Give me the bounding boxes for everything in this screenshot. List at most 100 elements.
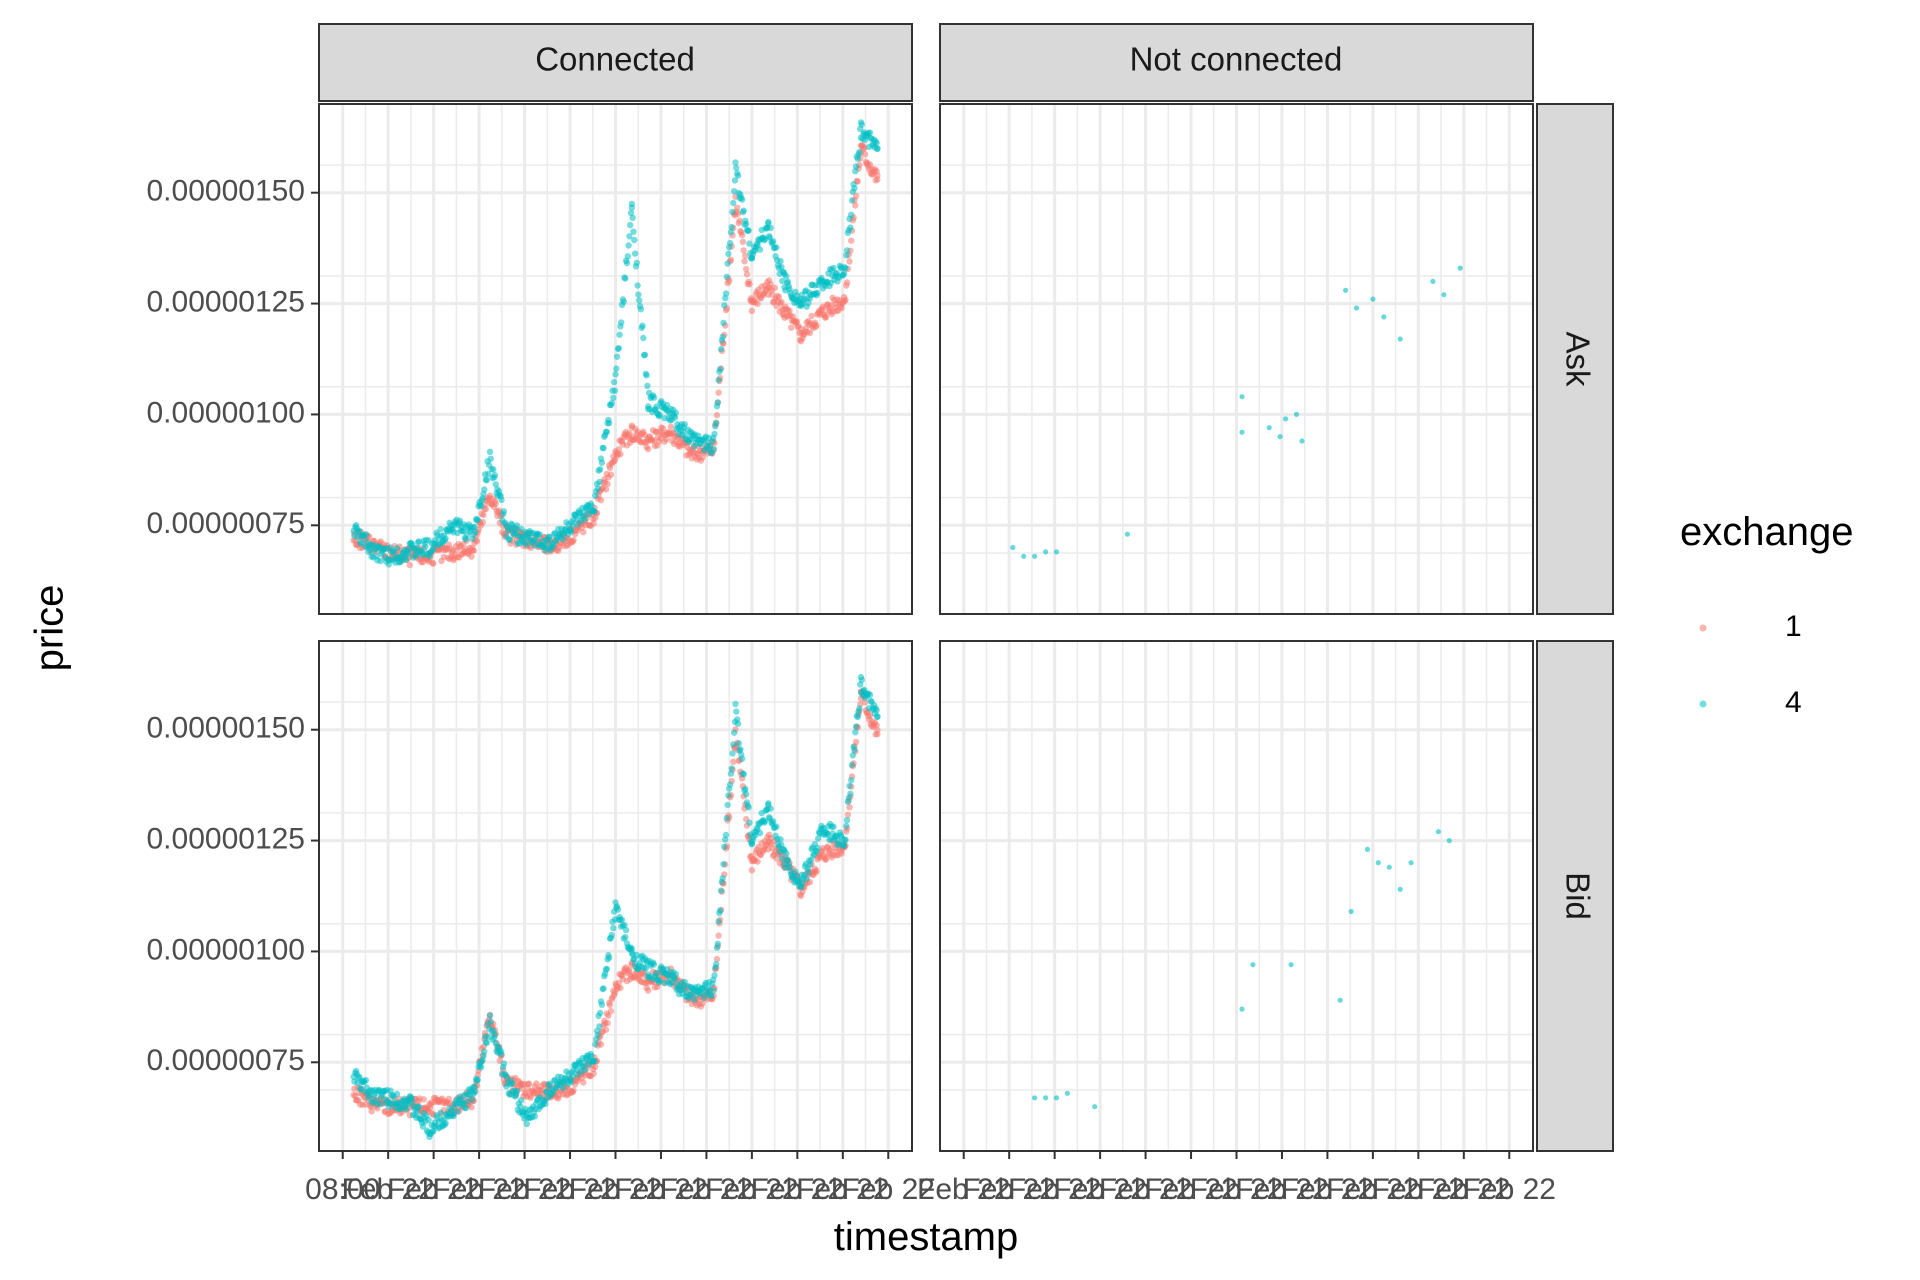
data-point (617, 450, 624, 458)
data-point (623, 259, 631, 267)
data-point (775, 293, 783, 300)
data-point (815, 835, 822, 842)
x-tick-label: Feb 22 (1008, 1173, 1101, 1206)
data-point (778, 298, 785, 306)
data-point (581, 1066, 589, 1074)
data-point (600, 444, 607, 452)
panel-grid (940, 641, 1533, 1151)
data-point (714, 399, 721, 406)
data-point (581, 516, 589, 523)
x-tick-label: 08:00 (305, 1173, 380, 1206)
data-point (843, 822, 850, 830)
data-point (848, 777, 855, 784)
data-point (594, 1031, 601, 1039)
x-tick-label: Feb 22 (1372, 1173, 1465, 1206)
data-point (1283, 416, 1289, 422)
data-point (777, 258, 784, 265)
data-point (656, 977, 663, 984)
data-point (848, 211, 855, 218)
x-tick-label: Feb 22 (1417, 1173, 1510, 1206)
y-tick-label: 0.00000075 (147, 507, 306, 540)
data-point (1397, 886, 1403, 892)
data-point (368, 1108, 375, 1115)
data-point (634, 282, 641, 289)
data-point (733, 164, 740, 172)
data-point (731, 177, 739, 184)
data-point (570, 1087, 577, 1094)
data-point (717, 365, 724, 373)
x-tick-label: Feb 22 (1099, 1173, 1192, 1206)
data-point (627, 221, 634, 229)
series-4-points (350, 673, 881, 1141)
data-point (480, 511, 487, 519)
data-point (650, 961, 658, 968)
data-point (711, 430, 718, 438)
data-point (628, 946, 636, 953)
data-point (1386, 864, 1392, 870)
data-point (777, 836, 784, 843)
data-point (715, 376, 722, 384)
legend-key-exchange-4 (1699, 700, 1707, 708)
data-point (508, 1080, 516, 1087)
x-tick-label: Feb 22 (523, 1173, 616, 1206)
data-point (598, 1001, 606, 1008)
data-point (531, 1113, 538, 1120)
data-point (699, 454, 706, 461)
data-point (653, 403, 660, 410)
data-point (481, 1048, 488, 1055)
x-tick-label: Feb 22 (796, 1173, 889, 1206)
data-point (437, 526, 444, 533)
data-point (506, 536, 513, 543)
data-point (643, 372, 650, 379)
data-point (773, 823, 780, 830)
data-point (847, 790, 854, 797)
data-point (740, 247, 747, 254)
data-point (590, 520, 597, 527)
data-point (1288, 962, 1294, 968)
data-point (783, 850, 790, 857)
data-point (402, 556, 410, 563)
data-point (1239, 1006, 1245, 1012)
panel-border (318, 103, 913, 615)
data-point (471, 523, 478, 531)
data-point (1435, 829, 1441, 835)
data-point (734, 210, 742, 217)
data-point (746, 819, 753, 826)
data-point (846, 258, 853, 265)
data-point (805, 869, 812, 876)
data-point (492, 481, 499, 488)
data-point (629, 214, 636, 221)
data-point (761, 818, 769, 825)
data-point (477, 1064, 485, 1071)
data-point (827, 845, 835, 852)
panel-not-connected-ask (939, 103, 1534, 615)
data-point (1043, 549, 1049, 555)
data-point (621, 922, 628, 929)
data-point (626, 430, 633, 437)
data-point (644, 382, 651, 389)
x-tick-label: Feb 22 (962, 1173, 1055, 1206)
data-point (490, 466, 497, 473)
data-point (598, 459, 606, 466)
data-point (1408, 860, 1414, 866)
data-point (608, 931, 615, 939)
data-point (406, 561, 413, 569)
data-point (745, 227, 752, 234)
data-point (814, 289, 821, 297)
data-point (730, 741, 737, 748)
data-point (468, 553, 475, 560)
data-point (771, 284, 778, 292)
data-point (415, 538, 422, 545)
data-point (720, 319, 727, 326)
data-point (603, 965, 610, 972)
data-point (830, 264, 837, 272)
data-point (715, 389, 722, 396)
data-point (866, 129, 874, 136)
data-point (536, 531, 543, 538)
data-point (824, 830, 831, 838)
data-point (517, 1097, 525, 1104)
data-point (377, 1100, 384, 1108)
legend-label-exchange-4: 4 (1785, 686, 1802, 719)
data-point (822, 855, 830, 863)
